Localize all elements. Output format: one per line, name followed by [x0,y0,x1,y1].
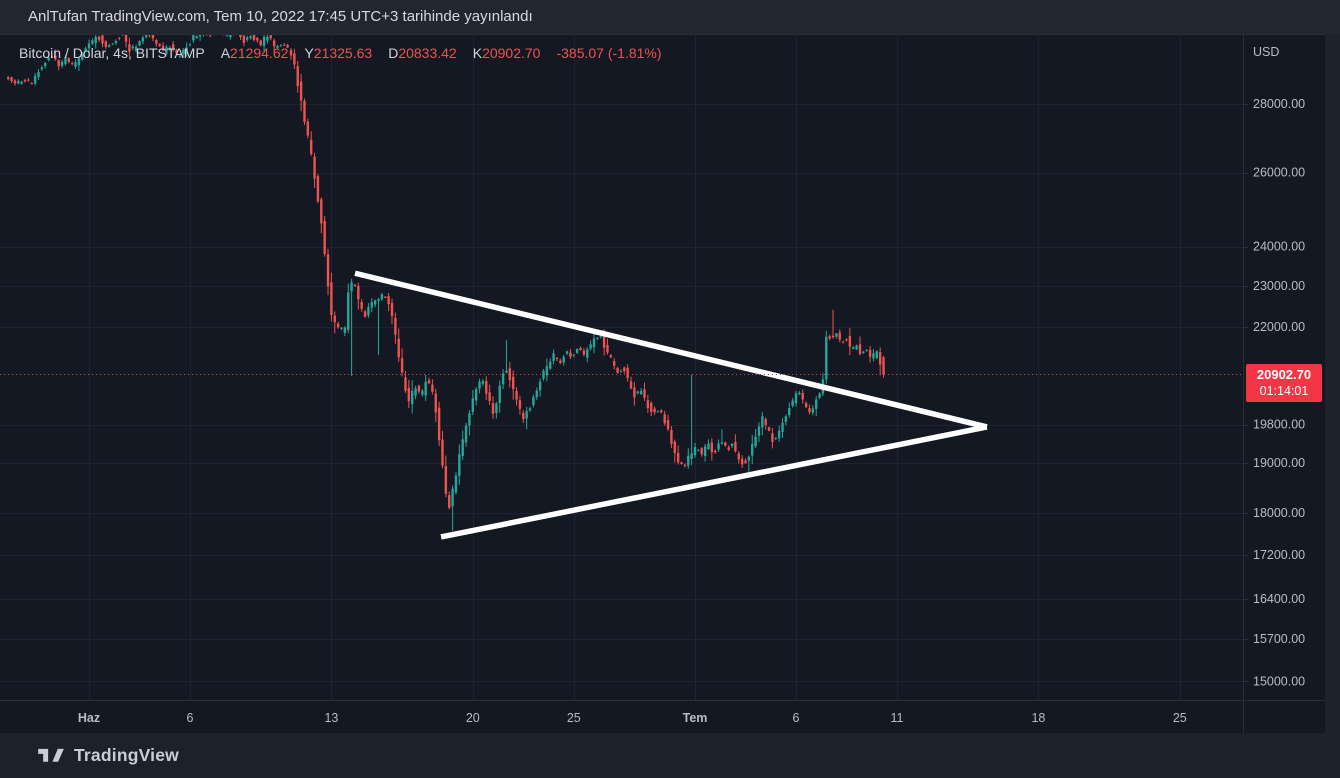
bar-countdown: 01:14:01 [1259,384,1309,398]
axis-currency-label: USD [1253,45,1279,59]
svg-text:23000.00: 23000.00 [1253,279,1305,293]
svg-text:15700.00: 15700.00 [1253,632,1305,646]
svg-text:Haz: Haz [78,711,100,725]
symbol-legend: Bitcoin / Dolar, 4s, BITSTAMP A21294.62 … [19,45,662,61]
svg-text:17200.00: 17200.00 [1253,548,1305,562]
svg-text:15000.00: 15000.00 [1253,674,1305,688]
svg-text:20: 20 [466,711,480,725]
svg-text:18000.00: 18000.00 [1253,506,1305,520]
footer-bar: TradingView [0,733,1340,778]
svg-text:18: 18 [1031,711,1045,725]
svg-text:26000.00: 26000.00 [1253,166,1305,180]
trendline-upper[interactable] [354,270,988,430]
pane-borders [0,34,1325,733]
svg-text:28000.00: 28000.00 [1253,97,1305,111]
svg-text:6: 6 [187,711,194,725]
change-value: -385.07 (-1.81%) [556,45,662,61]
ohlc-close: K20902.70 [472,45,541,61]
svg-text:25: 25 [567,711,581,725]
svg-text:24000.00: 24000.00 [1253,240,1305,254]
attribution-text: AnlTufan TradingView.com, Tem 10, 2022 1… [28,8,533,25]
chart-widget[interactable]: USD 28000.00 26000.00 24000.00 23000.00 22000… [0,34,1325,733]
ohlc-high: Y21325.63 [304,45,373,61]
svg-text:22000.00: 22000.00 [1253,320,1305,334]
svg-text:11: 11 [891,711,904,725]
ohlc-open: A21294.62 [220,45,289,61]
time-axis-labels[interactable]: Haz 6 13 20 25 Tem 6 11 18 25 [78,711,1187,725]
svg-text:19000.00: 19000.00 [1253,456,1305,470]
svg-text:16400.00: 16400.00 [1253,592,1305,606]
svg-text:25: 25 [1173,711,1187,725]
trendline-lower[interactable] [440,424,988,540]
grid-layer [0,34,1243,700]
attribution-bar: AnlTufan TradingView.com, Tem 10, 2022 1… [0,0,1340,34]
price-chart-canvas[interactable]: USD 28000.00 26000.00 24000.00 23000.00 22000… [0,34,1325,733]
current-price-label[interactable]: 20902.70 01:14:01 [1246,364,1322,402]
svg-text:13: 13 [324,711,338,725]
svg-text:Tem: Tem [683,711,708,725]
candles-layer [7,34,885,531]
tradingview-brand-link[interactable]: TradingView [74,745,179,765]
svg-text:6: 6 [793,711,800,725]
symbol-title: Bitcoin / Dolar, 4s, BITSTAMP [19,45,205,61]
tradingview-logo-icon[interactable] [38,746,64,766]
svg-text:19800.00: 19800.00 [1253,418,1305,432]
current-price-value: 20902.70 [1256,367,1312,382]
price-axis-labels[interactable]: USD 28000.00 26000.00 24000.00 23000.00 22000… [1253,45,1305,688]
ohlc-low: D20833.42 [388,45,457,61]
